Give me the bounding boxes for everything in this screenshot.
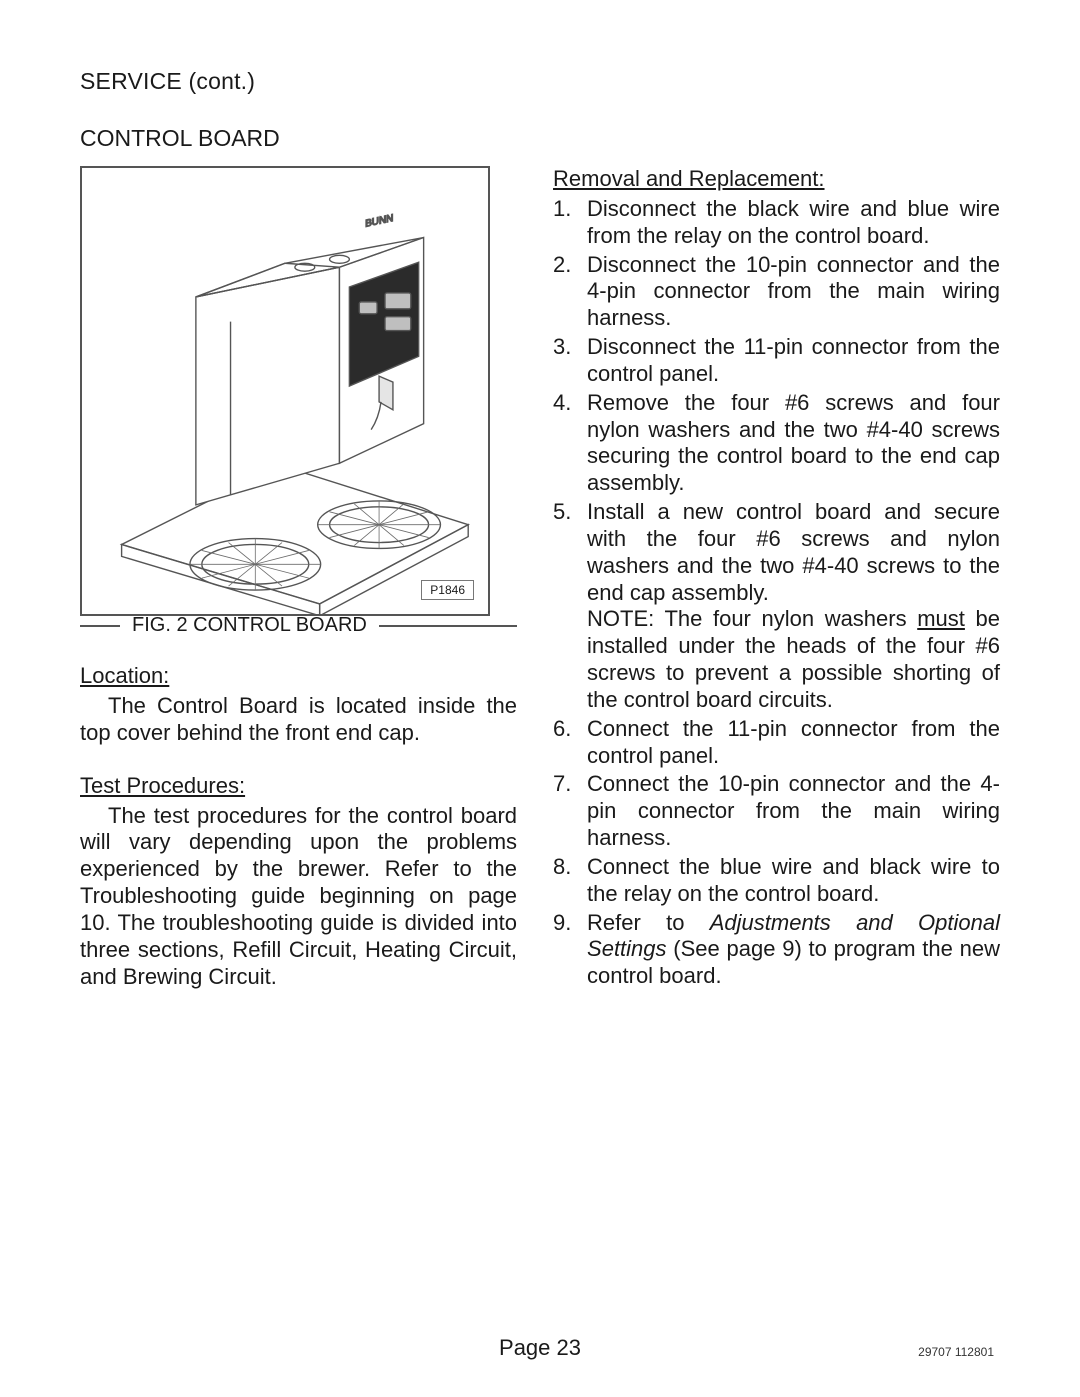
- note-prefix: NOTE: The four nylon washers: [587, 606, 917, 631]
- test-procedures-body: The test procedures for the control boar…: [80, 803, 517, 991]
- step-8: Connect the blue wire and black wire to …: [553, 854, 1000, 908]
- step-5-text: Install a new control board and secure w…: [587, 499, 1000, 604]
- section-title: CONTROL BOARD: [80, 125, 1000, 152]
- removal-steps-list: Disconnect the black wire and blue wire …: [553, 196, 1000, 990]
- figure-caption: FIG. 2 CONTROL BOARD: [132, 614, 367, 637]
- figure-rule-right: [379, 625, 517, 627]
- step-7: Connect the 10-pin connector and the 4-p…: [553, 771, 1000, 851]
- page-header: SERVICE (cont.): [80, 68, 1000, 95]
- test-procedures-heading: Test Procedures:: [80, 773, 517, 799]
- two-column-layout: BUNN P1846 FIG. 2 CONTROL BOARD Location…: [80, 166, 1000, 992]
- document-code: 29707 112801: [918, 1345, 994, 1359]
- step-4: Remove the four #6 screws and four nylon…: [553, 390, 1000, 497]
- step-9-prefix: Refer to: [587, 910, 710, 935]
- step-9: Refer to Adjustments and Optional Settin…: [553, 910, 1000, 990]
- location-heading: Location:: [80, 663, 517, 689]
- right-column: Removal and Replacement: Disconnect the …: [553, 166, 1000, 992]
- step-5: Install a new control board and secure w…: [553, 499, 1000, 714]
- location-body: The Control Board is located inside the …: [80, 693, 517, 747]
- page: SERVICE (cont.) CONTROL BOARD: [0, 0, 1080, 1397]
- control-board-illustration: BUNN: [82, 168, 488, 614]
- step-5-note: NOTE: The four nylon washers must be ins…: [587, 606, 1000, 713]
- figure-caption-row: FIG. 2 CONTROL BOARD: [80, 614, 517, 637]
- figure-frame: BUNN P1846: [80, 166, 490, 616]
- step-1: Disconnect the black wire and blue wire …: [553, 196, 1000, 250]
- step-3: Disconnect the 11-pin connector from the…: [553, 334, 1000, 388]
- note-underlined: must: [917, 606, 965, 631]
- step-6: Connect the 11-pin connector from the co…: [553, 716, 1000, 770]
- svg-text:BUNN: BUNN: [365, 213, 393, 230]
- removal-heading: Removal and Replacement:: [553, 166, 1000, 192]
- figure-part-number: P1846: [421, 580, 474, 600]
- figure-rule-left: [80, 625, 120, 627]
- left-column: BUNN P1846 FIG. 2 CONTROL BOARD Location…: [80, 166, 517, 992]
- step-2: Disconnect the 10-pin connector and the …: [553, 252, 1000, 332]
